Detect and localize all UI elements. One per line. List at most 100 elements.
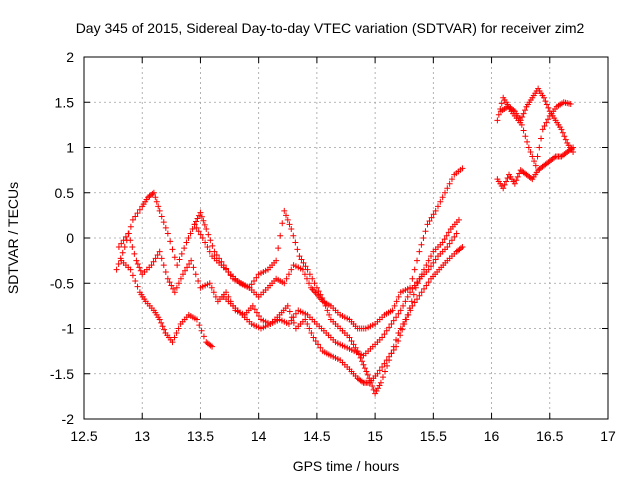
data-point bbox=[136, 264, 143, 271]
data-point bbox=[363, 368, 370, 375]
series-track-6 bbox=[494, 85, 577, 156]
data-point bbox=[416, 292, 423, 299]
data-point bbox=[206, 280, 213, 287]
data-point bbox=[155, 203, 162, 210]
data-point bbox=[302, 263, 309, 270]
data-point bbox=[290, 314, 297, 321]
data-point bbox=[171, 289, 178, 296]
data-point bbox=[393, 298, 400, 305]
data-point bbox=[538, 135, 545, 142]
data-point bbox=[166, 279, 173, 286]
data-point bbox=[137, 267, 144, 274]
data-point bbox=[525, 144, 532, 151]
data-point bbox=[317, 291, 324, 298]
data-point bbox=[543, 101, 550, 108]
data-point bbox=[119, 249, 126, 256]
data-point bbox=[437, 198, 444, 205]
data-point bbox=[448, 176, 455, 183]
data-point bbox=[158, 213, 165, 220]
data-point bbox=[129, 272, 136, 279]
data-point bbox=[430, 211, 437, 218]
data-point bbox=[162, 268, 169, 275]
data-point bbox=[400, 302, 407, 309]
data-point bbox=[204, 244, 211, 251]
data-point bbox=[366, 375, 373, 382]
data-point bbox=[514, 173, 521, 180]
data-point bbox=[161, 326, 168, 333]
data-point bbox=[122, 233, 129, 240]
data-point bbox=[313, 284, 320, 291]
data-point bbox=[545, 116, 552, 123]
data-point bbox=[361, 365, 368, 372]
data-point bbox=[319, 294, 326, 301]
data-point bbox=[519, 113, 526, 120]
chart-title: Day 345 of 2015, Sidereal Day-to-day VTE… bbox=[76, 20, 585, 36]
data-point bbox=[428, 263, 435, 270]
data-point bbox=[198, 213, 205, 220]
data-point bbox=[570, 144, 577, 151]
data-point bbox=[174, 262, 181, 269]
data-point bbox=[395, 310, 402, 317]
data-point bbox=[441, 189, 448, 196]
y-axis-label: SDTVAR / TECUs bbox=[5, 182, 21, 294]
data-point bbox=[402, 316, 409, 323]
data-point bbox=[551, 154, 558, 161]
y-tick-label: 1.5 bbox=[55, 94, 75, 110]
data-point bbox=[212, 293, 219, 300]
x-tick-label: 13 bbox=[134, 428, 150, 444]
data-point bbox=[411, 299, 418, 306]
data-point bbox=[181, 245, 188, 252]
data-point bbox=[428, 253, 435, 260]
data-point bbox=[520, 110, 527, 117]
data-point bbox=[149, 190, 156, 197]
data-point bbox=[284, 216, 291, 223]
x-tick-label: 14 bbox=[251, 428, 267, 444]
data-point bbox=[192, 271, 199, 278]
data-point bbox=[213, 251, 220, 258]
data-point bbox=[300, 259, 307, 266]
data-point bbox=[389, 307, 396, 314]
data-point bbox=[453, 230, 460, 237]
data-point bbox=[379, 363, 386, 370]
data-point bbox=[178, 250, 185, 257]
data-point bbox=[167, 238, 174, 245]
data-point bbox=[495, 111, 502, 118]
data-point bbox=[315, 341, 322, 348]
data-point bbox=[171, 254, 178, 261]
data-point bbox=[125, 230, 132, 237]
data-point bbox=[407, 289, 414, 296]
data-point bbox=[457, 245, 464, 252]
data-point bbox=[441, 236, 448, 243]
data-point bbox=[384, 362, 391, 369]
data-point bbox=[308, 330, 315, 337]
data-point bbox=[170, 285, 177, 292]
y-tick-label: -1.5 bbox=[50, 366, 74, 382]
data-point bbox=[284, 302, 291, 309]
data-point bbox=[209, 343, 216, 350]
data-point bbox=[281, 280, 288, 287]
data-point bbox=[176, 256, 183, 263]
data-point bbox=[500, 185, 507, 192]
y-tick-label: 2 bbox=[66, 49, 74, 65]
data-point bbox=[169, 339, 176, 346]
data-point bbox=[179, 271, 186, 278]
x-tick-label: 15.5 bbox=[420, 428, 447, 444]
data-point bbox=[443, 232, 450, 239]
x-tick-label: 13.5 bbox=[187, 428, 214, 444]
data-point bbox=[156, 316, 163, 323]
data-point bbox=[186, 261, 193, 268]
series-track-5 bbox=[220, 230, 460, 359]
data-point bbox=[134, 210, 141, 217]
data-point bbox=[376, 367, 383, 374]
data-point bbox=[195, 212, 202, 219]
x-tick-labels: 12.5 13 13.5 14 14.5 15 15.5 16 16.5 17 bbox=[70, 428, 616, 444]
data-point bbox=[292, 310, 299, 317]
data-point bbox=[309, 275, 316, 282]
data-point bbox=[133, 257, 140, 264]
series-track-4 bbox=[191, 207, 462, 397]
data-point bbox=[317, 344, 324, 351]
data-point bbox=[249, 302, 256, 309]
data-point bbox=[503, 178, 510, 185]
data-point bbox=[397, 325, 404, 332]
data-point bbox=[134, 261, 141, 268]
